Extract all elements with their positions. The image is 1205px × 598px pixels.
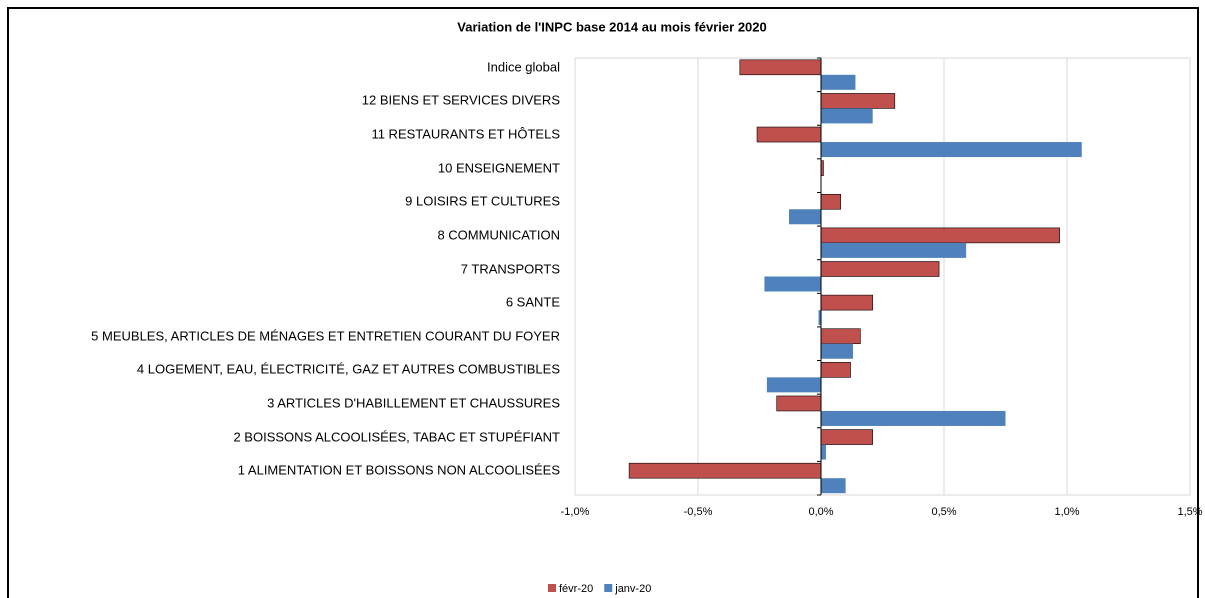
- legend-label: févr-20: [559, 583, 593, 595]
- bar: [821, 343, 853, 359]
- legend-swatch: [548, 584, 556, 592]
- y-tick-label: 4 LOGEMENT, EAU, ÉLECTRICITÉ, GAZ ET AUT…: [136, 361, 560, 377]
- bar: [821, 444, 826, 460]
- bar: [821, 478, 846, 494]
- bar: [820, 294, 873, 311]
- bar: [739, 59, 822, 76]
- y-tick-label: 6 SANTE: [505, 294, 560, 310]
- y-tick-label: 12 BIENS ET SERVICES DIVERS: [361, 92, 560, 108]
- y-tick-label: 10 ENSEIGNEMENT: [437, 160, 560, 176]
- bar: [820, 261, 940, 277]
- bar: [820, 328, 861, 345]
- bar: [820, 362, 851, 378]
- bar: [818, 310, 821, 326]
- x-tick-label: 0,0%: [808, 506, 833, 518]
- x-tick-label: -1,0%: [561, 506, 590, 518]
- bar: [764, 276, 821, 292]
- bar: [820, 429, 873, 445]
- chart-title: Variation de l'INPC base 2014 au mois fé…: [457, 19, 766, 34]
- legend-swatch: [604, 584, 613, 592]
- y-tick-label: 3 ARTICLES D'HABILLEMENT ET CHAUSSURES: [267, 395, 560, 411]
- y-tick-label: 7 TRANSPORTS: [460, 261, 560, 276]
- y-tick-label: 9 LOISIRS ET CULTURES: [405, 193, 560, 209]
- bar: [821, 242, 967, 258]
- bar: [821, 74, 856, 90]
- y-tick-label: 1 ALIMENTATION ET BOISSONS NON ALCOOLISÉ…: [237, 462, 560, 478]
- x-tick-label: 1,0%: [1054, 506, 1079, 518]
- y-tick-label: 8 COMMUNICATION: [437, 227, 560, 243]
- bar: [821, 108, 873, 124]
- bar: [820, 93, 896, 109]
- legend-label: janv-20: [614, 583, 651, 595]
- bar: [789, 209, 821, 225]
- bar: [776, 395, 822, 412]
- chart-border: [7, 7, 1199, 598]
- x-tick-label: 0,5%: [931, 506, 956, 518]
- y-tick-label: 2 BOISSONS ALCOOLISÉES, TABAC ET STUPÉFI…: [233, 429, 560, 445]
- bar: [628, 462, 822, 479]
- bar: [821, 410, 1006, 426]
- bar: [821, 142, 1082, 158]
- y-tick-label: 11 RESTAURANTS ET HÔTELS: [371, 126, 560, 142]
- bar: [766, 377, 821, 393]
- x-tick-label: -0,5%: [684, 506, 713, 518]
- y-tick-label: 5 MEUBLES, ARTICLES DE MÉNAGES ET ENTRET…: [91, 328, 560, 344]
- bar: [820, 193, 841, 210]
- y-tick-label: Indice global: [487, 59, 560, 75]
- x-tick-label: 1,5%: [1177, 506, 1202, 518]
- bar: [820, 227, 1060, 244]
- bar: [756, 126, 822, 143]
